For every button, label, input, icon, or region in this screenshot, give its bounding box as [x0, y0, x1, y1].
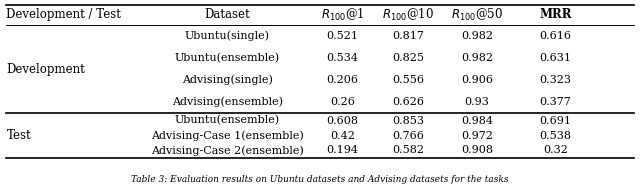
- Text: 0.982: 0.982: [461, 53, 493, 63]
- Text: 0.825: 0.825: [392, 53, 424, 63]
- Text: Advising-Case 2(ensemble): Advising-Case 2(ensemble): [151, 145, 303, 156]
- Text: 0.908: 0.908: [461, 146, 493, 155]
- Text: 0.972: 0.972: [461, 130, 493, 141]
- Text: 0.906: 0.906: [461, 75, 493, 85]
- Text: $R_{100}$@50: $R_{100}$@50: [451, 7, 503, 23]
- Text: 0.608: 0.608: [326, 116, 358, 125]
- Text: Ubuntu(ensemble): Ubuntu(ensemble): [175, 115, 280, 126]
- Text: Test: Test: [6, 129, 31, 142]
- Text: $R_{100}$@1: $R_{100}$@1: [321, 7, 364, 23]
- Text: MRR: MRR: [540, 8, 572, 22]
- Text: 0.26: 0.26: [330, 97, 355, 107]
- Text: 0.817: 0.817: [392, 31, 424, 41]
- Text: 0.42: 0.42: [330, 130, 355, 141]
- Text: 0.982: 0.982: [461, 31, 493, 41]
- Text: 0.616: 0.616: [540, 31, 572, 41]
- Text: Advising(single): Advising(single): [182, 75, 273, 85]
- Text: 0.853: 0.853: [392, 116, 424, 125]
- Text: 0.631: 0.631: [540, 53, 572, 63]
- Text: 0.534: 0.534: [326, 53, 358, 63]
- Text: 0.32: 0.32: [543, 146, 568, 155]
- Text: 0.377: 0.377: [540, 97, 572, 107]
- Text: 0.93: 0.93: [465, 97, 489, 107]
- Text: 0.626: 0.626: [392, 97, 424, 107]
- Text: Development: Development: [6, 62, 85, 76]
- Text: 0.984: 0.984: [461, 116, 493, 125]
- Text: 0.538: 0.538: [540, 130, 572, 141]
- Text: 0.556: 0.556: [392, 75, 424, 85]
- Text: Development / Test: Development / Test: [6, 8, 121, 22]
- Text: $R_{100}$@10: $R_{100}$@10: [382, 7, 435, 23]
- Text: Dataset: Dataset: [204, 8, 250, 22]
- Text: 0.206: 0.206: [326, 75, 358, 85]
- Text: Advising(ensemble): Advising(ensemble): [172, 97, 283, 107]
- Text: 0.194: 0.194: [326, 146, 358, 155]
- Text: Ubuntu(ensemble): Ubuntu(ensemble): [175, 53, 280, 63]
- Text: 0.323: 0.323: [540, 75, 572, 85]
- Text: Table 3: Evaluation results on Ubuntu datasets and Advising datasets for the tas: Table 3: Evaluation results on Ubuntu da…: [131, 175, 509, 185]
- Text: 0.582: 0.582: [392, 146, 424, 155]
- Text: 0.691: 0.691: [540, 116, 572, 125]
- Text: 0.521: 0.521: [326, 31, 358, 41]
- Text: Ubuntu(single): Ubuntu(single): [185, 31, 269, 41]
- Text: Advising-Case 1(ensemble): Advising-Case 1(ensemble): [151, 130, 303, 141]
- Text: 0.766: 0.766: [392, 130, 424, 141]
